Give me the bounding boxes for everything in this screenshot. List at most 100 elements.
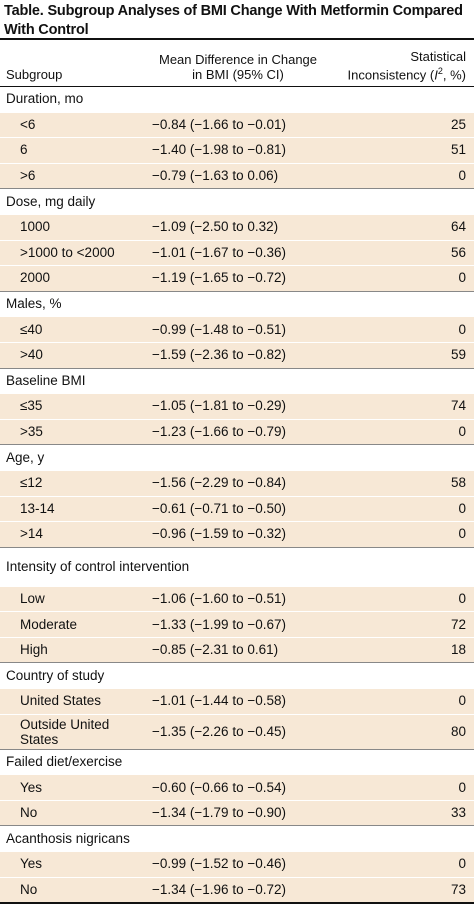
inconsistency-cell: 59 — [328, 341, 474, 369]
table-row: ≤12 −1.56 (−2.29 to −0.84) 58 — [0, 469, 474, 496]
inconsistency-cell: 74 — [328, 393, 474, 420]
table-header-row: Subgroup Mean Difference in Change in BM… — [0, 38, 474, 87]
table-row: High −0.85 (−2.31 to 0.61) 18 — [0, 636, 474, 663]
subgroup-table: Subgroup Mean Difference in Change in BM… — [0, 38, 474, 904]
mean-difference-cell: −1.23 (−1.66 to −0.79) — [148, 418, 328, 445]
inconsistency-cell: 80 — [328, 713, 474, 750]
inconsistency-cell: 33 — [328, 799, 474, 826]
table-row: 2000 −1.19 (−1.65 to −0.72) 0 — [0, 265, 474, 292]
inconsistency-cell: 58 — [328, 469, 474, 496]
inconsistency-cell: 0 — [328, 265, 474, 292]
mean-difference-cell: −1.40 (−1.98 to −0.81) — [148, 137, 328, 164]
group-row: Country of study — [0, 662, 474, 689]
group-row: Failed diet/exercise — [0, 748, 474, 775]
header-mean-difference: Mean Difference in Change in BMI (95% CI… — [148, 38, 328, 87]
group-label: Failed diet/exercise — [0, 748, 474, 775]
subgroup-cell: No — [0, 799, 148, 826]
subgroup-cell: ≤40 — [0, 316, 148, 343]
subgroup-cell: >6 — [0, 162, 148, 189]
mean-difference-cell: −1.34 (−1.79 to −0.90) — [148, 799, 328, 826]
table-row: ≤40 −0.99 (−1.48 to −0.51) 0 — [0, 316, 474, 343]
subgroup-cell: ≤35 — [0, 393, 148, 420]
table-row: United States −1.01 (−1.44 to −0.58) 0 — [0, 688, 474, 715]
inconsistency-cell: 64 — [328, 213, 474, 241]
subgroup-cell: United States — [0, 688, 148, 715]
group-label: Age, y — [0, 444, 474, 471]
subgroup-cell: Low — [0, 585, 148, 612]
mean-difference-cell: −0.60 (−0.66 to −0.54) — [148, 774, 328, 801]
mean-difference-cell: −1.01 (−1.67 to −0.36) — [148, 239, 328, 266]
table-row: No −1.34 (−1.79 to −0.90) 33 — [0, 799, 474, 826]
mean-difference-cell: −1.09 (−2.50 to 0.32) — [148, 213, 328, 241]
subgroup-cell: >35 — [0, 418, 148, 445]
inconsistency-cell: 73 — [328, 876, 474, 904]
subgroup-cell: 6 — [0, 137, 148, 164]
group-row: Acanthosis nigricans — [0, 825, 474, 852]
table-row: Yes −0.60 (−0.66 to −0.54) 0 — [0, 774, 474, 801]
inconsistency-cell: 0 — [328, 585, 474, 612]
inconsistency-cell: 72 — [328, 611, 474, 638]
group-row: Intensity of control intervention — [0, 546, 474, 587]
inconsistency-cell: 51 — [328, 137, 474, 164]
mean-difference-cell: −1.06 (−1.60 to −0.51) — [148, 585, 328, 612]
subgroup-cell: 2000 — [0, 265, 148, 292]
mean-difference-cell: −1.59 (−2.36 to −0.82) — [148, 341, 328, 369]
mean-difference-cell: −1.34 (−1.96 to −0.72) — [148, 876, 328, 904]
subgroup-cell: Yes — [0, 774, 148, 801]
mean-difference-cell: −1.56 (−2.29 to −0.84) — [148, 469, 328, 496]
table-body: Duration, mo <6 −0.84 (−1.66 to −0.01) 25 6−… — [0, 86, 474, 904]
mean-difference-cell: −1.33 (−1.99 to −0.67) — [148, 611, 328, 638]
table-row: >6 −0.79 (−1.63 to 0.06) 0 — [0, 162, 474, 189]
subgroup-cell: Outside United States — [0, 713, 148, 750]
table-row: Low −1.06 (−1.60 to −0.51) 0 — [0, 585, 474, 612]
mean-difference-cell: −1.01 (−1.44 to −0.58) — [148, 688, 328, 715]
mean-difference-cell: −0.99 (−1.48 to −0.51) — [148, 316, 328, 343]
table-row: >14 −0.96 (−1.59 to −0.32) 0 — [0, 521, 474, 548]
subgroup-cell: ≤12 — [0, 469, 148, 496]
table-row: >1000 to <2000 −1.01 (−1.67 to −0.36) 56 — [0, 239, 474, 266]
table-row: 6 −1.40 (−1.98 to −0.81) 51 — [0, 137, 474, 164]
mean-difference-cell: −0.96 (−1.59 to −0.32) — [148, 521, 328, 548]
group-row: Age, y — [0, 444, 474, 471]
group-label: Baseline BMI — [0, 367, 474, 394]
subgroup-cell: <6 — [0, 111, 148, 138]
subgroup-cell: Yes — [0, 851, 148, 878]
table-row: 1000 −1.09 (−2.50 to 0.32) 64 — [0, 213, 474, 241]
inconsistency-cell: 0 — [328, 162, 474, 189]
inconsistency-cell: 0 — [328, 418, 474, 445]
subgroup-cell: High — [0, 636, 148, 663]
mean-difference-cell: −1.35 (−2.26 to −0.45) — [148, 713, 328, 750]
inconsistency-cell: 0 — [328, 316, 474, 343]
inconsistency-cell: 0 — [328, 688, 474, 715]
table-row: <6 −0.84 (−1.66 to −0.01) 25 — [0, 111, 474, 138]
mean-difference-cell: −1.19 (−1.65 to −0.72) — [148, 265, 328, 292]
table-row: No −1.34 (−1.96 to −0.72) 73 — [0, 876, 474, 904]
inconsistency-cell: 0 — [328, 774, 474, 801]
mean-difference-cell: −0.61 (−0.71 to −0.50) — [148, 495, 328, 522]
group-label: Dose, mg daily — [0, 188, 474, 215]
table-title: Table. Subgroup Analyses of BMI Change W… — [4, 3, 463, 38]
subgroup-cell: No — [0, 876, 148, 904]
inconsistency-cell: 56 — [328, 239, 474, 266]
subgroup-cell: Moderate — [0, 611, 148, 638]
table-row: ≤35 −1.05 (−1.81 to −0.29) 74 — [0, 393, 474, 420]
inconsistency-cell: 0 — [328, 495, 474, 522]
group-label: Males, % — [0, 290, 474, 317]
group-label: Intensity of control intervention — [0, 546, 474, 587]
table-row: >40 −1.59 (−2.36 to −0.82) 59 — [0, 341, 474, 369]
table-row: Yes −0.99 (−1.52 to −0.46) 0 — [0, 851, 474, 878]
mean-difference-cell: −0.85 (−2.31 to 0.61) — [148, 636, 328, 663]
group-row: Baseline BMI — [0, 367, 474, 394]
group-row: Dose, mg daily — [0, 188, 474, 215]
table-row: 13-14 −0.61 (−0.71 to −0.50) 0 — [0, 495, 474, 522]
inconsistency-cell: 25 — [328, 111, 474, 138]
subgroup-cell: 1000 — [0, 213, 148, 241]
header-subgroup: Subgroup — [0, 38, 148, 87]
table-row: >35 −1.23 (−1.66 to −0.79) 0 — [0, 418, 474, 445]
mean-difference-cell: −1.05 (−1.81 to −0.29) — [148, 393, 328, 420]
group-row: Duration, mo — [0, 86, 474, 113]
header-inconsistency: Statistical Inconsistency (I2, %) — [328, 38, 474, 87]
inconsistency-cell: 18 — [328, 636, 474, 663]
table-row: Outside United States −1.35 (−2.26 to −0.… — [0, 713, 474, 750]
subgroup-cell: >14 — [0, 521, 148, 548]
